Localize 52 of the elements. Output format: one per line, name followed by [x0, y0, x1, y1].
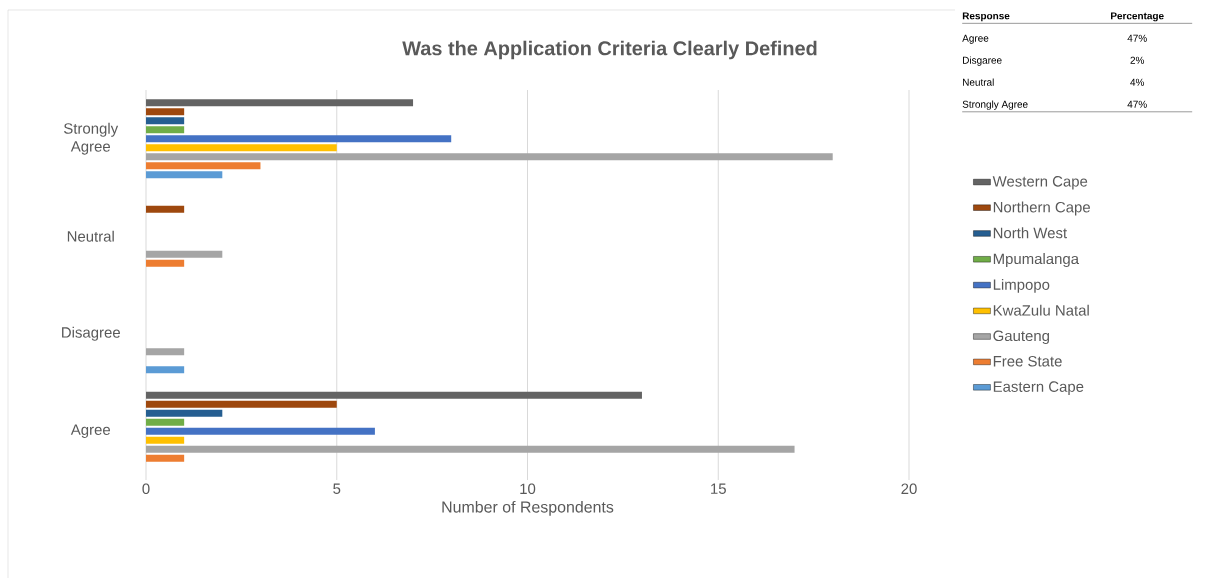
x-axis-title: Number of Respondents — [442, 500, 614, 516]
text: Percentage — [1111, 12, 1164, 22]
chart-title: Was the Application Criteria Clearly Defined — [402, 40, 817, 60]
legend-label: Eastern Cape — [993, 381, 1084, 395]
legend-label: Mpumalanga — [993, 253, 1080, 268]
bar — [146, 391, 642, 399]
y-tick-label: Agree — [70, 424, 110, 438]
bar — [146, 409, 223, 417]
text: Disgaree — [963, 56, 1002, 66]
legend-label: Free State — [993, 355, 1062, 367]
bar — [146, 445, 795, 453]
bar — [146, 205, 185, 213]
bar — [146, 348, 185, 356]
bar — [146, 171, 223, 179]
legend-label: Gauteng — [993, 330, 1049, 345]
x-tick-label: 10 — [520, 483, 536, 495]
bar — [146, 117, 185, 125]
bar — [146, 99, 414, 107]
bar — [146, 153, 833, 161]
bar — [146, 162, 261, 170]
bar — [146, 144, 337, 152]
text: 4% — [1130, 78, 1145, 86]
bar — [146, 427, 375, 435]
legend-label: Northern Cape — [993, 201, 1090, 216]
y-tick-label: Disagree — [62, 326, 120, 341]
bar — [146, 108, 185, 116]
text: 47% — [1127, 100, 1147, 108]
text: Neutral — [963, 78, 994, 86]
text: Response — [962, 12, 1010, 22]
text: Agree — [962, 34, 989, 44]
text: Strongly Agree — [962, 100, 1028, 110]
bar — [146, 259, 185, 267]
x-tick-label: 15 — [711, 483, 726, 494]
legend-label: Limpopo — [993, 278, 1050, 293]
bar — [146, 454, 185, 462]
legend-label: Western Cape — [992, 176, 1088, 190]
text: 47% — [1127, 34, 1147, 42]
bar — [146, 400, 337, 408]
bar — [146, 418, 185, 426]
x-tick-label: 0 — [142, 483, 150, 495]
bar — [146, 126, 185, 134]
legend-label: North West — [993, 227, 1067, 239]
bar — [146, 436, 185, 444]
x-tick-label: 20 — [901, 483, 917, 495]
y-tick-label: Neutral — [67, 230, 114, 242]
bar — [146, 135, 452, 143]
legend-label: KwaZulu Natal — [993, 304, 1089, 316]
text: 2% — [1130, 56, 1145, 64]
y-tick-label: Strongly Agree — [64, 122, 119, 155]
x-tick-label: 5 — [333, 483, 341, 494]
bar — [146, 250, 223, 258]
bar — [146, 366, 185, 374]
